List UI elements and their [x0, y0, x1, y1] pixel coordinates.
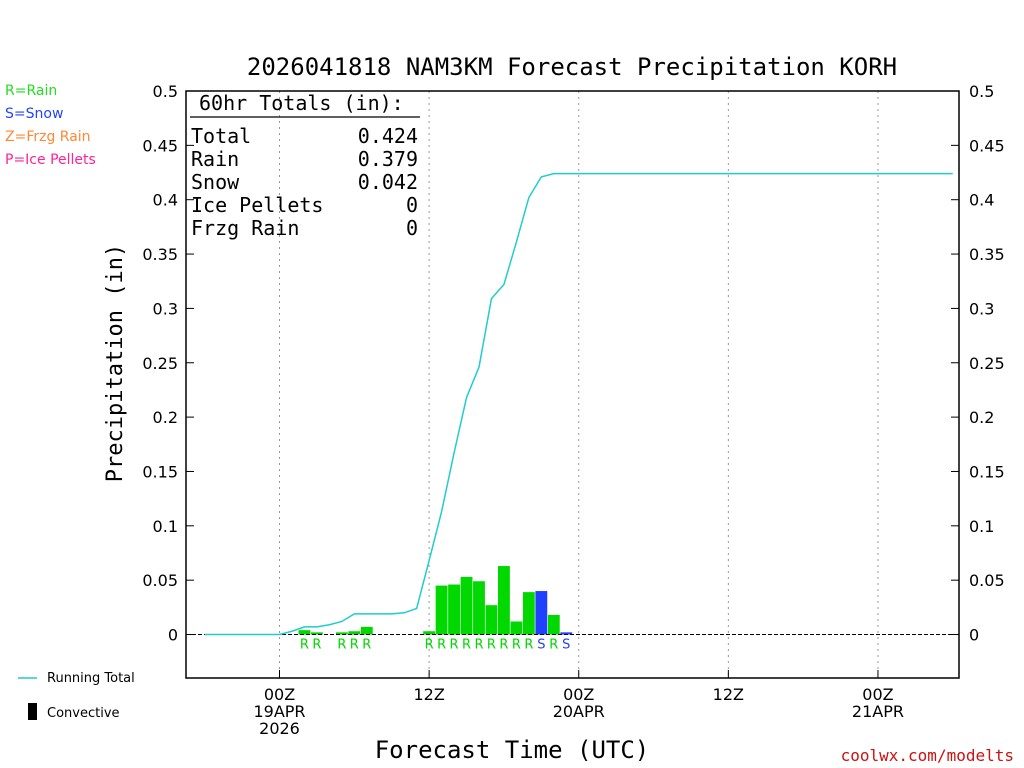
ytick-label-right-1: 0.05 [969, 571, 1005, 590]
bar-r-h9 [310, 632, 323, 635]
ptype-letter-3: R [350, 638, 359, 653]
ptype-letter-9: R [474, 638, 483, 653]
plot-frame [185, 90, 960, 679]
bar-r-h24 [498, 566, 510, 635]
xtick-label-0-2: 2026 [259, 719, 300, 738]
bar-r-h12 [348, 631, 361, 635]
ptype-letter-4: R [362, 638, 371, 653]
ytick-label-left-5: 0.25 [142, 354, 178, 373]
ytick-label-right-3: 0.15 [969, 462, 1005, 481]
series-legend: Running Total Convective [18, 671, 135, 721]
totals-box: 60hr Totals (in): Total 0.424 Rain 0.379 Snow… [190, 91, 420, 240]
bar-r-h11 [335, 632, 348, 635]
bar-r-h19 [435, 585, 448, 635]
grid-lines [279, 91, 879, 678]
ptype-letter-1: R [312, 638, 321, 653]
ptype-letter-14: S [537, 638, 545, 653]
ytick-label-left-2: 0.1 [153, 517, 178, 536]
ptype-letter-11: R [499, 638, 508, 653]
xtick-label-4-1: 21APR [852, 702, 904, 721]
legend-label-0: Running Total [47, 671, 135, 686]
totals-label-2: Snow [191, 170, 240, 194]
ptype-legend-3: P=Ice Pellets [5, 152, 96, 168]
bar-s-h27 [535, 591, 548, 635]
ptype-letter-10: R [487, 638, 496, 653]
y-axis-left: 0 0.05 0.1 0.15 0.2 0.25 0.3 0.35 0.4 0.45 0.5 [142, 82, 194, 645]
ptype-letter-16: S [562, 638, 570, 653]
ptype-letter-0: R [300, 638, 309, 653]
ptype-legend-0: R=Rain [5, 83, 57, 99]
xtick-label-2-1: 20APR [553, 702, 605, 721]
bar-r-h26 [522, 592, 535, 635]
ytick-label-right-5: 0.25 [969, 354, 1005, 373]
ytick-label-right-4: 0.2 [969, 408, 994, 427]
ytick-label-right-10: 0.5 [969, 82, 994, 101]
totals-value-0: 0.424 [358, 124, 418, 148]
legend-label-1: Convective [47, 706, 120, 721]
ptype-letter-8: R [462, 638, 471, 653]
ytick-label-left-3: 0.15 [142, 462, 178, 481]
ytick-label-left-10: 0.5 [153, 82, 178, 101]
ptype-letter-15: R [549, 638, 558, 653]
xtick-label-4-0: 00Z [862, 685, 893, 704]
totals-label-0: Total [191, 124, 251, 148]
ytick-label-left-1: 0.05 [142, 571, 178, 590]
y-axis-label: Precipitation (in) [103, 244, 128, 482]
legend-bar-swatch [28, 703, 37, 720]
precip-type-legend: R=Rain S=Snow Z=Frzg Rain P=Ice Pellets [5, 83, 96, 168]
xtick-label-0-0: 00Z [264, 685, 295, 704]
xtick-label-0-1: 19APR [253, 702, 305, 721]
xtick-label-2-0: 00Z [563, 685, 594, 704]
bar-r-h25 [510, 621, 523, 635]
bar-r-h13 [360, 626, 373, 635]
totals-label-1: Rain [191, 147, 239, 171]
ptype-letter-13: R [524, 638, 533, 653]
x-axis-label: Forecast Time (UTC) [375, 736, 650, 764]
ytick-label-left-7: 0.35 [142, 245, 178, 264]
totals-label-4: Frzg Rain [191, 216, 299, 240]
ytick-label-left-6: 0.3 [153, 299, 178, 318]
ytick-label-right-6: 0.3 [969, 299, 994, 318]
totals-label-3: Ice Pellets [191, 193, 323, 217]
totals-value-3: 0 [406, 193, 418, 217]
chart-title: 2026041818 NAM3KM Forecast Precipitation… [247, 53, 897, 81]
credit-text: coolwx.com/modelts [841, 746, 1014, 765]
totals-value-4: 0 [406, 216, 418, 240]
totals-value-2: 0.042 [358, 170, 418, 194]
ytick-label-left-0: 0 [168, 626, 178, 645]
xtick-label-1-0: 12Z [413, 685, 444, 704]
ytick-label-left-9: 0.45 [142, 136, 178, 155]
bar-r-h22 [473, 581, 485, 635]
bar-r-h28 [547, 614, 560, 635]
bar-r-h20 [448, 584, 460, 635]
ptype-legend-1: S=Snow [5, 106, 63, 122]
bar-r-h8 [298, 630, 311, 635]
totals-header: 60hr Totals (in): [199, 91, 404, 115]
bar-r-h21 [460, 576, 473, 635]
ytick-label-left-8: 0.4 [153, 191, 178, 210]
ptype-letter-7: R [450, 638, 459, 653]
precip-bars [298, 566, 573, 635]
ptype-letter-5: R [425, 638, 434, 653]
ytick-label-left-4: 0.2 [153, 408, 178, 427]
ptype-letter-2: R [337, 638, 346, 653]
ptype-legend-2: Z=Frzg Rain [5, 129, 91, 145]
y-axis-right: 0 0.05 0.1 0.15 0.2 0.25 0.3 0.35 0.4 0.45 0.5 [951, 82, 1005, 645]
bar-r-h23 [485, 605, 498, 635]
bar-s-h29 [560, 632, 573, 635]
totals-value-1: 0.379 [358, 147, 418, 171]
ytick-label-right-0: 0 [969, 626, 979, 645]
ptype-letter-6: R [437, 638, 446, 653]
xtick-label-3-0: 12Z [713, 685, 744, 704]
ptype-letter-12: R [512, 638, 521, 653]
running-total-line [204, 172, 953, 636]
ytick-label-right-2: 0.1 [969, 517, 994, 536]
ytick-label-right-7: 0.35 [969, 245, 1005, 264]
ytick-label-right-8: 0.4 [969, 191, 994, 210]
ytick-label-right-9: 0.45 [969, 136, 1005, 155]
bar-r-h18 [423, 631, 436, 635]
